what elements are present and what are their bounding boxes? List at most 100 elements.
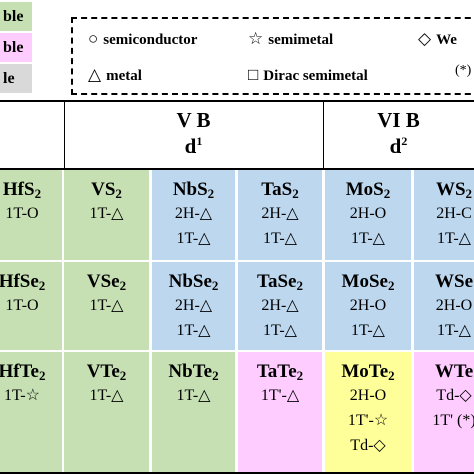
compound-formula: MoTe bbox=[341, 361, 389, 382]
phase-label: 1T-△ bbox=[89, 205, 124, 222]
compound-formula: VSe bbox=[86, 271, 120, 292]
compound-name: VSe2 bbox=[64, 271, 149, 293]
phase-label: 1T-△ bbox=[176, 322, 211, 339]
phase-label: 1T'-☆ bbox=[347, 412, 389, 429]
compound-cell: NbTe2 1T-△ bbox=[152, 352, 235, 472]
phase-label: 2H-△ bbox=[261, 297, 299, 314]
compound-subscript: 2 bbox=[212, 368, 219, 383]
compound-formula: TaSe bbox=[257, 271, 297, 292]
compound-name: TaS2 bbox=[238, 179, 322, 201]
compound-subscript: 2 bbox=[211, 278, 219, 293]
compound-formula: WTe bbox=[434, 361, 474, 382]
compound-cell: MoSe2 2H-O 1T-△ bbox=[325, 262, 411, 350]
legend-dirac: □ Dirac semimetal bbox=[248, 65, 368, 85]
compound-subscript: 2 bbox=[388, 368, 395, 383]
compound-subscript: 2 bbox=[38, 278, 46, 293]
cell-separator bbox=[149, 170, 152, 472]
phase-label: 1T-△ bbox=[351, 322, 385, 339]
cell-separator bbox=[411, 170, 414, 472]
compound-formula: HfS bbox=[2, 179, 35, 200]
cell-separator bbox=[62, 170, 64, 472]
compound-cell: HfSe2 1T-O bbox=[0, 262, 62, 350]
compound-subscript: 2 bbox=[292, 186, 299, 201]
compound-cell: VS2 1T-△ bbox=[64, 170, 149, 260]
cell-separator bbox=[322, 170, 325, 472]
legend-note: (*) bbox=[455, 63, 472, 78]
legend-semimetal-label: semimetal bbox=[268, 32, 334, 48]
compound-name: VS2 bbox=[64, 179, 149, 201]
phase-label: 1T-△ bbox=[263, 322, 297, 339]
compound-formula: TaS bbox=[261, 179, 293, 200]
star-icon: ☆ bbox=[248, 29, 264, 48]
compound-cell: WTe Td-◇ 1T' (*) bbox=[414, 352, 474, 472]
compound-name: WSe bbox=[414, 271, 474, 293]
phase-label: 2H-△ bbox=[174, 297, 213, 314]
phase-label: 2H-O bbox=[349, 387, 387, 404]
cell-separator bbox=[0, 260, 474, 262]
legend-dirac-label: Dirac semimetal bbox=[263, 68, 368, 84]
compound-cell: WSe 2H-O 1T-△ bbox=[414, 262, 474, 350]
compound-name: HfTe2 bbox=[0, 361, 62, 383]
legend-swatch-green: ble bbox=[0, 2, 32, 31]
compound-subscript: 2 bbox=[34, 186, 42, 201]
compound-cell: WS2 2H-C 1T-△ bbox=[414, 170, 474, 260]
phase-label: 1T'-△ bbox=[260, 387, 300, 404]
compound-cell: MoS2 2H-O 1T-△ bbox=[325, 170, 411, 260]
compound-name: HfSe2 bbox=[0, 271, 62, 293]
compound-cell: NbSe2 2H-△ 1T-△ bbox=[152, 262, 235, 350]
header-bottom-rule bbox=[0, 168, 474, 170]
phase-label: 1T-△ bbox=[176, 230, 211, 247]
compound-cell: MoTe2 2H-O 1T'-☆ Td-◇ bbox=[325, 352, 411, 472]
compound-cell: VTe2 1T-△ bbox=[64, 352, 149, 472]
legend-weyl: ◇ We bbox=[418, 29, 457, 49]
table-bottom-rule bbox=[0, 472, 474, 474]
group-vib-name: VI B bbox=[377, 108, 420, 132]
table-top-rule bbox=[0, 100, 474, 102]
legend-semiconductor: ○ semiconductor bbox=[88, 29, 197, 49]
phase-label: 2H-O bbox=[349, 205, 387, 222]
compound-name: VTe2 bbox=[64, 361, 149, 383]
compound-name: WTe bbox=[414, 361, 474, 383]
compound-name: NbTe2 bbox=[152, 361, 235, 383]
compound-cell: TaTe2 1T'-△ bbox=[238, 352, 322, 472]
compound-subscript: 2 bbox=[115, 186, 122, 201]
compound-name: MoTe2 bbox=[325, 361, 411, 383]
compound-cell: HfTe2 1T-☆ bbox=[0, 352, 62, 472]
compound-cell: NbS2 2H-△ 1T-△ bbox=[152, 170, 235, 260]
phase-label: 2H-O bbox=[435, 297, 473, 314]
compound-formula: NbS bbox=[172, 179, 208, 200]
compound-cell: TaS2 2H-△ 1T-△ bbox=[238, 170, 322, 260]
phase-label: 1T-△ bbox=[263, 230, 297, 247]
phase-label: 1T-△ bbox=[89, 387, 124, 404]
legend-swatch-pink: ble bbox=[0, 33, 32, 62]
phase-label: 1T-O bbox=[5, 297, 39, 314]
compound-name: NbSe2 bbox=[152, 271, 235, 293]
compound-name: HfS2 bbox=[0, 179, 62, 201]
compound-cell: HfS2 1T-O bbox=[0, 170, 62, 260]
phase-label: 1T' (*) bbox=[432, 412, 474, 429]
compound-subscript: 2 bbox=[207, 186, 215, 201]
compound-cell: VSe2 1T-△ bbox=[64, 262, 149, 350]
compound-cell: TaSe2 2H-△ 1T-△ bbox=[238, 262, 322, 350]
phase-label: 1T-O bbox=[5, 205, 39, 222]
compound-name: TaTe2 bbox=[238, 361, 322, 383]
phase-label: 2H-C bbox=[436, 205, 472, 222]
compound-subscript: 2 bbox=[296, 278, 303, 293]
phase-label: 1T-△ bbox=[437, 230, 471, 247]
compound-subscript: 2 bbox=[296, 368, 304, 383]
legend-metal-label: metal bbox=[106, 68, 142, 84]
phase-label: 1T-△ bbox=[437, 322, 471, 339]
phase-label: 2H-O bbox=[349, 297, 387, 314]
compound-formula: VTe bbox=[86, 361, 120, 382]
compound-formula: NbSe bbox=[168, 271, 212, 292]
compound-formula: VS bbox=[91, 179, 116, 200]
legend-semiconductor-label: semiconductor bbox=[103, 32, 198, 48]
circle-icon: ○ bbox=[88, 29, 99, 48]
compound-formula: TaTe bbox=[256, 361, 297, 382]
phase-label: 2H-△ bbox=[261, 205, 299, 222]
legend-metal: △ metal bbox=[88, 65, 142, 85]
compound-formula: MoS bbox=[345, 179, 384, 200]
group-vb-electrons: d1 bbox=[184, 134, 203, 158]
phase-label: 1T-△ bbox=[89, 297, 124, 314]
phase-label: Td-◇ bbox=[436, 387, 472, 404]
